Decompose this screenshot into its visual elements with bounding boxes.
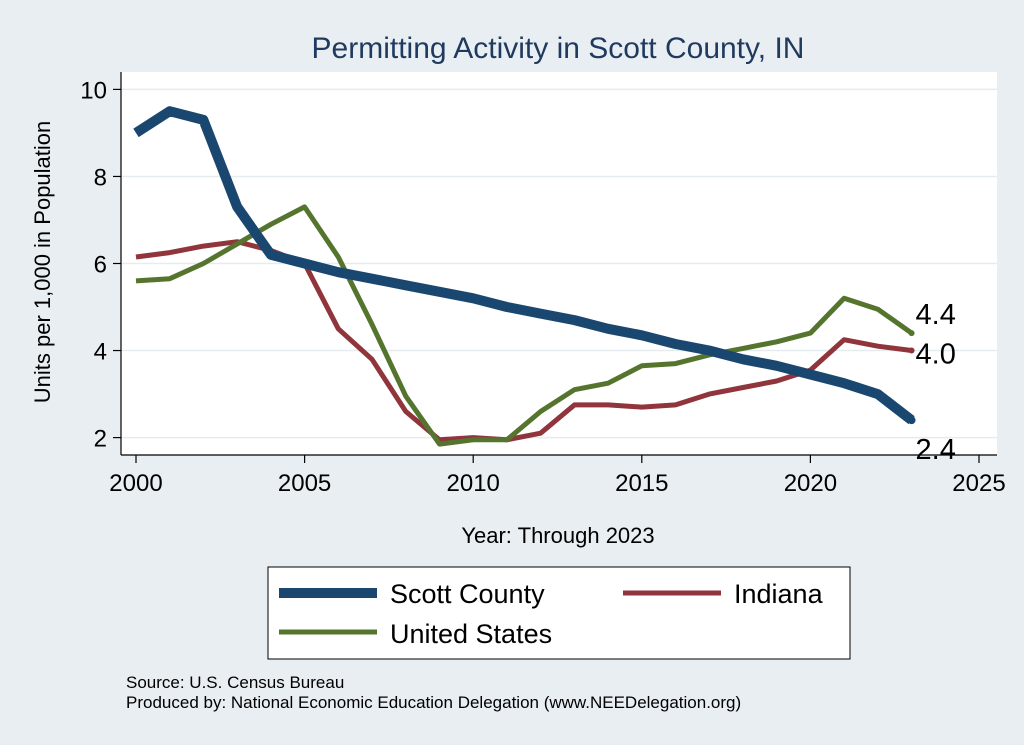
y-axis-label: Units per 1,000 in Population [30, 121, 55, 404]
y-tick-label-6: 6 [94, 252, 107, 279]
x-axis-label: Year: Through 2023 [461, 523, 654, 548]
y-tick-label-8: 8 [94, 164, 107, 191]
producer-note: Produced by: National Economic Education… [126, 693, 741, 712]
gridlines [121, 88, 997, 439]
legend-box [267, 566, 851, 660]
series-line-scott-county [133, 106, 915, 425]
chart-title: Permitting Activity in Scott County, IN [312, 32, 805, 65]
x-tick-label-2025: 2025 [952, 470, 1005, 497]
axis-ticks: 2 4 6 8 10 2000 2005 2010 2015 2020 2025 [80, 77, 1005, 497]
end-point-united-states [908, 330, 915, 337]
series-lines [133, 106, 916, 447]
end-point-indiana [908, 347, 915, 354]
series-line-united-states [135, 204, 914, 447]
source-note: Source: U.S. Census Bureau [126, 673, 344, 692]
x-tick-label-2005: 2005 [278, 470, 331, 497]
x-tick-label-2010: 2010 [447, 470, 500, 497]
legend: Scott County Indiana United States [267, 566, 851, 660]
legend-label-scott-county: Scott County [390, 579, 545, 609]
y-tick-label-10: 10 [80, 77, 107, 104]
end-label-indiana: 4.0 [916, 339, 956, 371]
end-labels: 2.4 4.0 4.4 [916, 299, 956, 466]
x-tick-label-2000: 2000 [109, 470, 162, 497]
legend-label-indiana: Indiana [734, 579, 824, 609]
legend-label-united-states: United States [390, 619, 552, 649]
y-tick-label-2: 2 [94, 426, 107, 453]
y-tick-label-4: 4 [94, 339, 107, 366]
x-tick-label-2020: 2020 [784, 470, 837, 497]
x-tick-label-2015: 2015 [615, 470, 668, 497]
end-point-scott-county [907, 416, 916, 425]
end-label-scott-county: 2.4 [916, 434, 956, 466]
end-label-united-states: 4.4 [916, 299, 956, 331]
